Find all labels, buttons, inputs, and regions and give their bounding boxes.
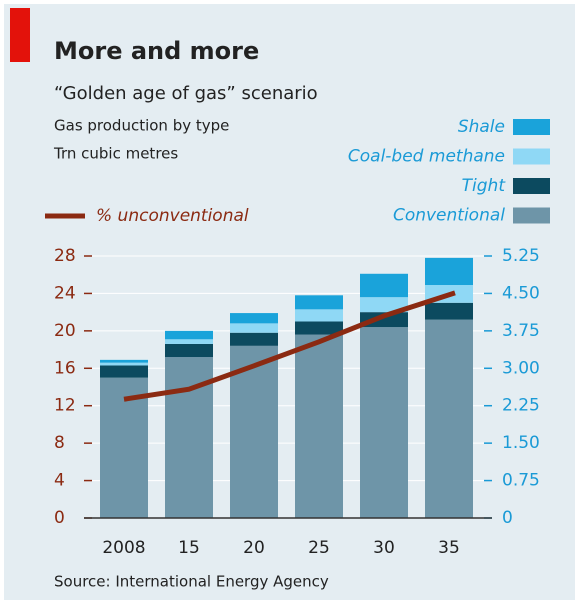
- bar-segment: [295, 295, 343, 310]
- y2-tick-label: 2.25: [502, 396, 540, 416]
- x-tick-label: 15: [178, 538, 200, 558]
- y2-tick-label: 3.00: [502, 358, 540, 378]
- y-tick-label: 4: [54, 471, 65, 491]
- y-tick-label: 24: [54, 283, 76, 303]
- x-tick-label: 20: [243, 538, 265, 558]
- bar-segment: [360, 273, 408, 298]
- y2-tick-label: 5.25: [502, 246, 540, 266]
- bar-segment: [360, 312, 408, 328]
- y2-tick-label: 1.50: [502, 433, 540, 453]
- y-tick-label: 16: [54, 358, 76, 378]
- bar-segment: [230, 332, 278, 346]
- x-tick-label: 2008: [102, 538, 145, 558]
- bar-segment: [360, 297, 408, 313]
- y-tick-label: 12: [54, 396, 76, 416]
- bar-segment: [295, 334, 343, 518]
- legend-swatch: [513, 207, 550, 224]
- y-tick-label: 8: [54, 433, 65, 453]
- legend-swatch: [513, 178, 550, 194]
- legend-swatch: [513, 148, 550, 165]
- bar-segment: [165, 343, 213, 358]
- legend-label: Tight: [462, 176, 507, 196]
- bar-segment: [425, 257, 473, 286]
- bar-segment: [100, 365, 148, 378]
- legend-swatch: [513, 119, 550, 135]
- y2-tick-label: 0: [502, 508, 513, 528]
- y2-tick-label: 4.50: [502, 283, 540, 303]
- chart-subtitle: “Golden age of gas” scenario: [54, 83, 318, 104]
- y-tick-label: 0: [54, 508, 65, 528]
- bar-segment: [100, 359, 148, 363]
- bar-segment: [165, 339, 213, 344]
- legend-label: % unconventional: [96, 206, 249, 226]
- bar-segment: [100, 362, 148, 366]
- legend-label: Shale: [458, 117, 505, 137]
- legend-label: Coal-bed methane: [348, 147, 505, 167]
- red-tab: [10, 8, 30, 62]
- y2-tick-label: 3.75: [502, 321, 540, 341]
- y2-tick-label: 0.75: [502, 471, 540, 491]
- bar-segment: [295, 309, 343, 322]
- y-tick-label: 28: [54, 246, 76, 266]
- bar-segment: [230, 323, 278, 333]
- y-tick-label: 20: [54, 321, 76, 341]
- bar-segment: [360, 327, 408, 518]
- legend-label: Conventional: [393, 206, 505, 226]
- line-series: [123, 290, 456, 402]
- bar-segment: [230, 313, 278, 324]
- chart-title: More and more: [54, 37, 259, 65]
- bar-segment: [100, 377, 148, 518]
- bar-segment: [295, 321, 343, 335]
- y-label: Gas production by type: [54, 117, 229, 135]
- x-tick-label: 35: [438, 538, 460, 558]
- x-tick-label: 25: [308, 538, 330, 558]
- bar-segment: [425, 302, 473, 320]
- x-tick-label: 30: [373, 538, 395, 558]
- source: Source: International Energy Agency: [54, 573, 329, 591]
- background: [4, 4, 575, 600]
- bar-segment: [165, 330, 213, 340]
- bar-segment: [230, 345, 278, 518]
- y-unit: Trn cubic metres: [53, 145, 178, 163]
- bar-segment: [425, 319, 473, 518]
